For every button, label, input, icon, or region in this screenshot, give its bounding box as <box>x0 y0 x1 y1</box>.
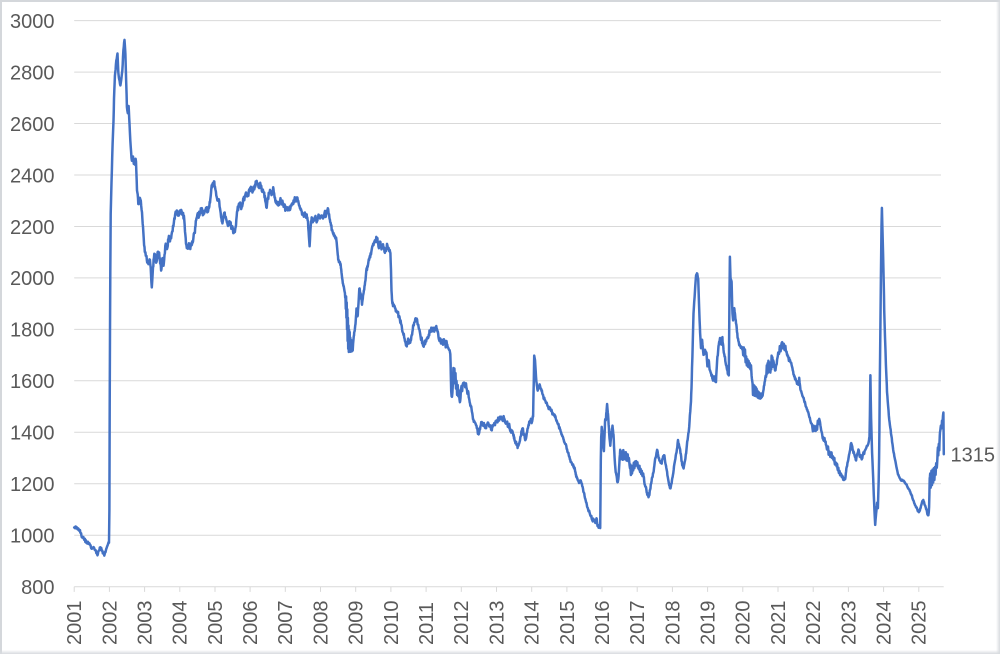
svg-text:1600: 1600 <box>10 371 55 393</box>
svg-text:2001: 2001 <box>64 601 86 646</box>
svg-text:2007: 2007 <box>275 601 297 646</box>
svg-text:2010: 2010 <box>381 601 403 646</box>
svg-text:2024: 2024 <box>874 601 896 646</box>
svg-text:2019: 2019 <box>698 601 720 646</box>
svg-text:2015: 2015 <box>557 601 579 646</box>
svg-text:1200: 1200 <box>10 474 55 496</box>
svg-text:2014: 2014 <box>522 601 544 646</box>
svg-text:2004: 2004 <box>170 601 192 646</box>
svg-text:2011: 2011 <box>416 602 438 645</box>
svg-text:2005: 2005 <box>205 601 227 646</box>
svg-text:2020: 2020 <box>733 601 755 646</box>
svg-text:800: 800 <box>21 577 54 599</box>
svg-text:2016: 2016 <box>592 601 614 646</box>
svg-text:2003: 2003 <box>135 601 157 646</box>
svg-text:2000: 2000 <box>10 268 55 290</box>
svg-text:2023: 2023 <box>838 601 860 646</box>
svg-text:1315: 1315 <box>951 445 996 467</box>
svg-text:2025: 2025 <box>909 601 931 646</box>
svg-text:3000: 3000 <box>10 11 55 33</box>
svg-text:2021: 2021 <box>768 601 790 646</box>
svg-text:2009: 2009 <box>346 601 368 646</box>
svg-text:2800: 2800 <box>10 62 55 84</box>
svg-text:1400: 1400 <box>10 423 55 445</box>
svg-text:2012: 2012 <box>451 601 473 646</box>
svg-text:2008: 2008 <box>310 601 332 646</box>
svg-text:2200: 2200 <box>10 217 55 239</box>
svg-text:2400: 2400 <box>10 165 55 187</box>
svg-text:2013: 2013 <box>486 601 508 646</box>
svg-text:2018: 2018 <box>662 601 684 646</box>
svg-text:1800: 1800 <box>10 320 55 342</box>
svg-text:2006: 2006 <box>240 601 262 646</box>
svg-text:2022: 2022 <box>803 601 825 646</box>
svg-text:1000: 1000 <box>10 526 55 548</box>
svg-text:2002: 2002 <box>99 601 121 646</box>
svg-text:2600: 2600 <box>10 114 55 136</box>
svg-text:2017: 2017 <box>627 601 649 646</box>
